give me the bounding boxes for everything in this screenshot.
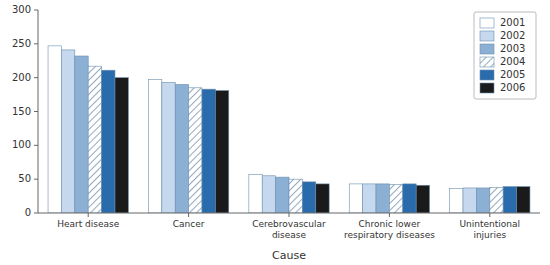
y-tick [34, 43, 38, 44]
legend-label: 2006 [500, 82, 525, 93]
bar [202, 89, 215, 213]
legend: 2001 2002 2003 2004 2005 2006 [474, 12, 536, 99]
legend-label: 2002 [500, 30, 525, 41]
y-tick [34, 213, 38, 214]
legend-label: 2003 [500, 43, 525, 54]
bar [249, 174, 262, 213]
y-tick-label: 100 [12, 139, 31, 150]
y-tick [34, 77, 38, 78]
x-tick [489, 213, 490, 217]
x-axis-label: Cause [272, 249, 306, 262]
legend-swatch [480, 70, 494, 80]
bar [102, 70, 115, 213]
legend-swatch [480, 83, 494, 93]
y-axis: 0 50 100 150 200 250 300 [12, 4, 38, 218]
bar [389, 185, 402, 213]
legend-label: 2004 [500, 56, 525, 67]
x-tick [88, 213, 89, 217]
bar [289, 179, 302, 213]
legend-box [474, 12, 536, 99]
x-tick-label: Chronic lowerrespiratory diseases [344, 219, 435, 240]
chart-container: 0 50 100 150 200 250 300 Heart disease Cancer Cer… [0, 0, 550, 265]
bar [349, 184, 362, 213]
bar [75, 56, 88, 213]
bar [476, 188, 489, 213]
bar [450, 189, 463, 213]
x-tick [188, 213, 189, 217]
x-axis: Heart disease Cancer Cerebrovasculardiseas… [38, 213, 540, 240]
bar [316, 184, 329, 213]
x-tick [289, 213, 290, 217]
y-tick-label: 300 [12, 4, 31, 15]
bar [416, 185, 429, 213]
bar [115, 78, 128, 213]
bar [403, 184, 416, 213]
x-tick-label: Unintentionalinjuries [460, 219, 521, 240]
y-tick-label: 0 [25, 207, 31, 218]
y-tick [34, 145, 38, 146]
x-tick-label: Heart disease [57, 219, 120, 229]
bar [363, 184, 376, 213]
bar [276, 177, 289, 213]
y-tick-label: 200 [12, 72, 31, 83]
y-tick-label: 150 [12, 106, 31, 117]
bar [48, 46, 61, 213]
y-tick-label: 250 [12, 38, 31, 49]
bar [61, 50, 74, 213]
legend-label: 2001 [500, 17, 525, 28]
chart: 0 50 100 150 200 250 300 Heart disease Cancer Cer… [0, 0, 550, 265]
bar [517, 187, 530, 213]
y-tick [34, 10, 38, 11]
bar [376, 184, 389, 213]
x-tick [389, 213, 390, 217]
bars [48, 46, 530, 213]
bar [162, 82, 175, 213]
legend-label: 2005 [500, 69, 525, 80]
y-tick-label: 50 [18, 173, 31, 184]
plot-area: 0 50 100 150 200 250 300 Heart disease Cancer Cer… [12, 4, 540, 262]
bar [302, 182, 315, 213]
x-tick-label: Cancer [173, 219, 205, 229]
bar [175, 84, 188, 213]
legend-swatch [480, 57, 494, 67]
bar [463, 188, 476, 213]
bar [148, 80, 161, 213]
y-axis-line [38, 10, 39, 213]
bar [490, 187, 503, 213]
x-tick-label: Cerebrovasculardisease [252, 219, 326, 240]
bar [189, 88, 202, 213]
bar [215, 91, 228, 213]
y-tick [34, 111, 38, 112]
bar [262, 176, 275, 213]
bar [503, 187, 516, 213]
y-tick [34, 179, 38, 180]
legend-swatch [480, 44, 494, 54]
legend-swatch [480, 31, 494, 41]
bar [88, 66, 101, 213]
legend-swatch [480, 18, 494, 28]
